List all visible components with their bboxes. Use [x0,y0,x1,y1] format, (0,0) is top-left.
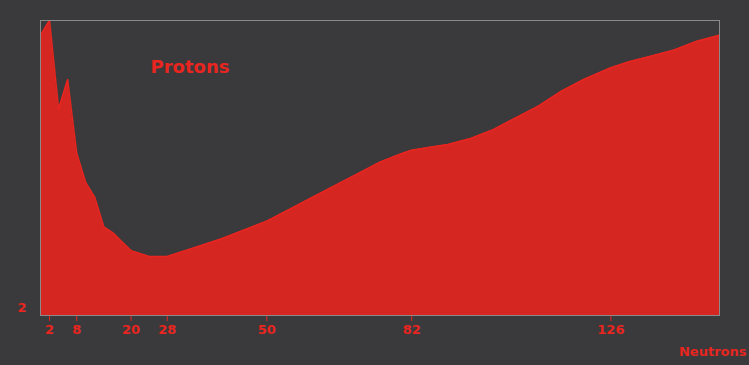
svg-text:8: 8 [72,322,81,337]
svg-text:50: 50 [258,322,276,337]
svg-text:Neutrons: Neutrons [679,344,747,359]
svg-text:82: 82 [403,322,421,337]
svg-text:Protons: Protons [151,56,230,77]
svg-text:28: 28 [158,322,176,337]
svg-text:2: 2 [17,300,26,315]
svg-text:2: 2 [45,322,54,337]
svg-text:20: 20 [122,322,140,337]
svg-text:126: 126 [597,322,624,337]
